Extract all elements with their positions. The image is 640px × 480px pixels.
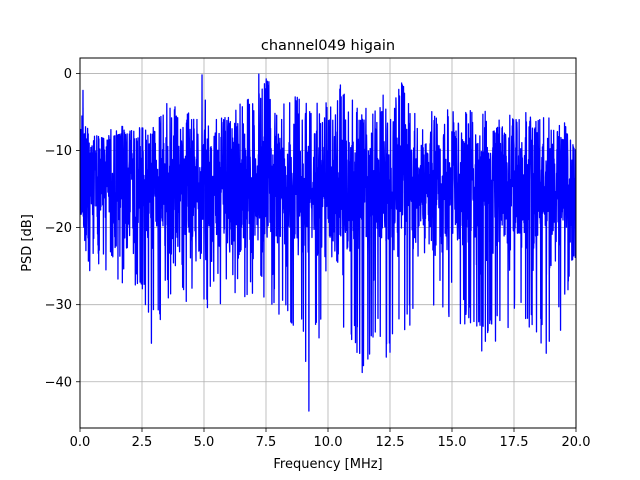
y-tick-label: −40 <box>45 375 72 390</box>
y-tick-label: −10 <box>45 144 72 159</box>
x-tick-label: 0.0 <box>70 435 91 450</box>
x-tick-label: 17.5 <box>500 435 529 450</box>
x-tick-label: 5.0 <box>194 435 215 450</box>
x-axis-ticks: 0.0 2.5 5.0 7.5 10.0 12.5 15.0 17.5 20.0 <box>70 428 591 450</box>
series-psd <box>80 73 576 412</box>
psd-series-line <box>80 73 576 412</box>
y-tick-label: −20 <box>45 221 72 236</box>
x-tick-label: 12.5 <box>376 435 405 450</box>
y-tick-label: 0 <box>64 67 72 82</box>
y-axis-ticks: 0 −10 −20 −30 −40 <box>45 67 80 390</box>
y-axis-label: PSD [dB] <box>20 214 35 272</box>
x-tick-label: 20.0 <box>562 435 591 450</box>
x-tick-label: 7.5 <box>256 435 277 450</box>
x-axis-label: Frequency [MHz] <box>273 457 382 472</box>
x-tick-label: 2.5 <box>132 435 153 450</box>
y-tick-label: −30 <box>45 298 72 313</box>
chart-title: channel049 higain <box>261 38 395 54</box>
x-tick-label: 15.0 <box>438 435 467 450</box>
x-tick-label: 10.0 <box>314 435 343 450</box>
